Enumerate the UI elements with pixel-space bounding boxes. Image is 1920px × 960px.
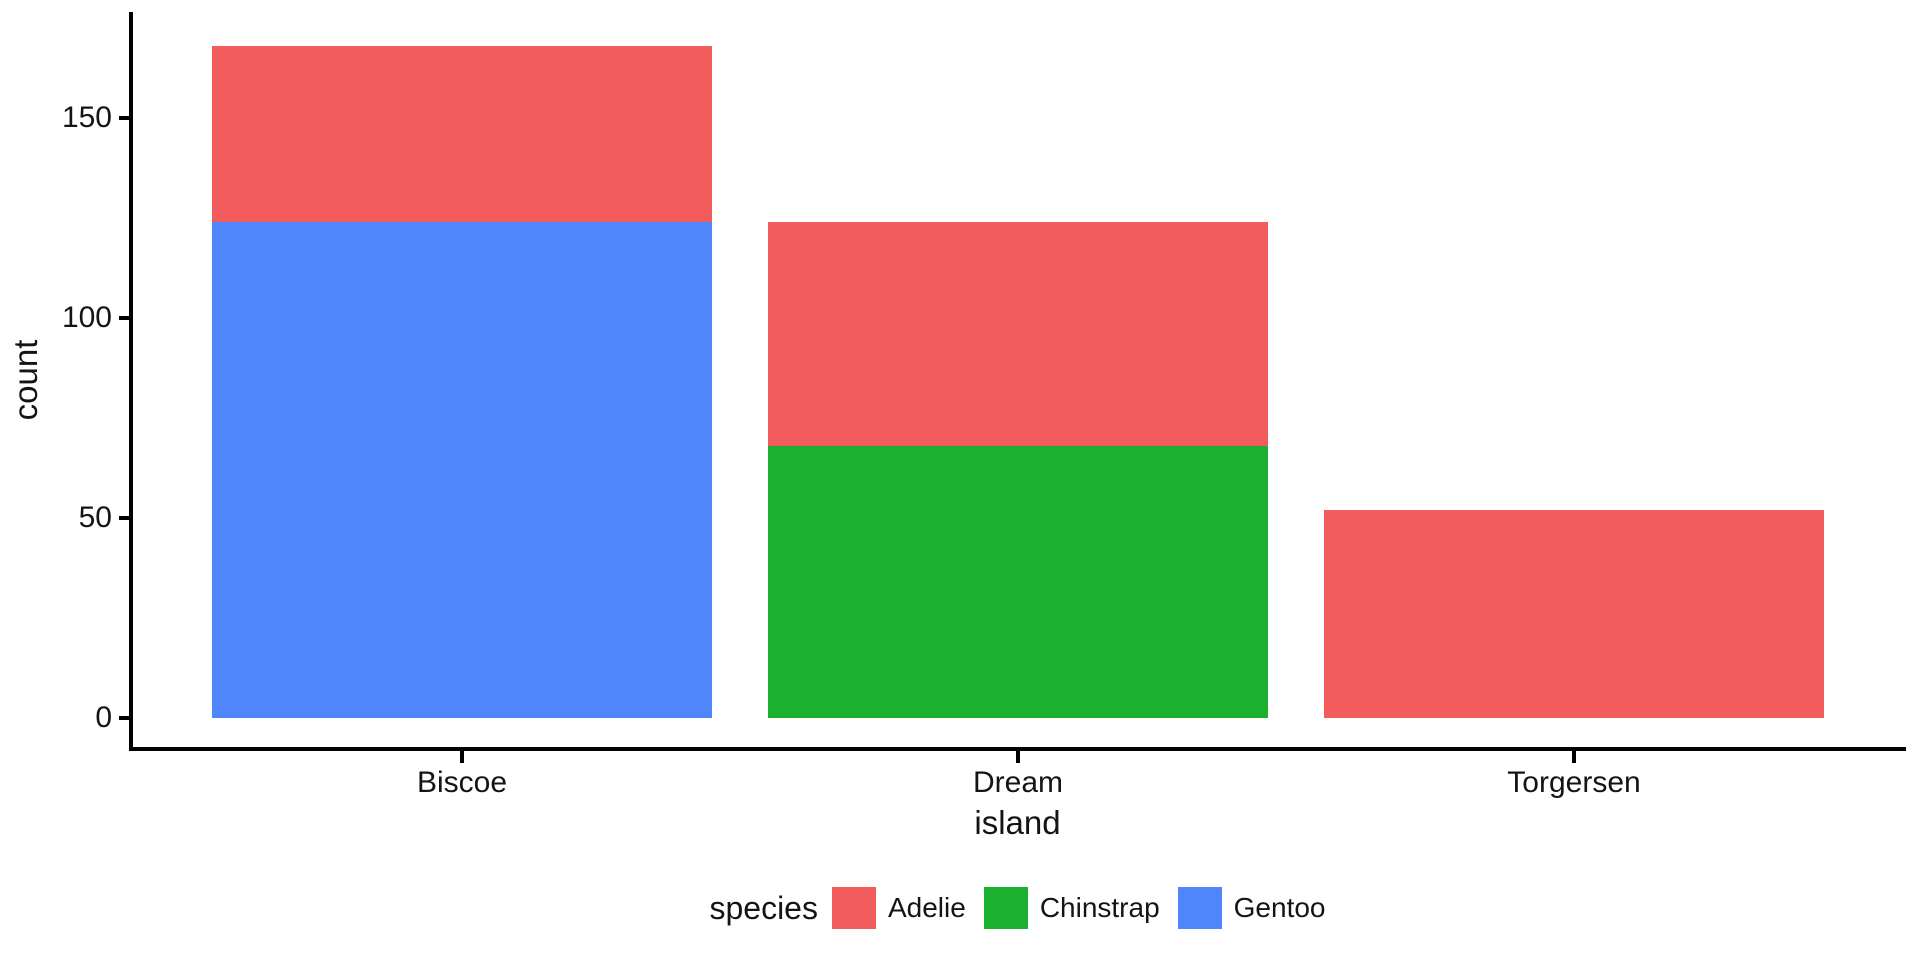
- bar-segment-adelie-torgersen: [1324, 510, 1824, 718]
- y-tick-100: [119, 316, 129, 320]
- bar-segment-adelie-dream: [768, 222, 1268, 446]
- legend-item-adelie: Adelie: [831, 887, 966, 929]
- legend-key-adelie: [831, 887, 876, 929]
- x-tick-biscoe: [460, 751, 464, 763]
- legend-label-chinstrap: Chinstrap: [1039, 892, 1160, 923]
- legend-item-gentoo: Gentoo: [1177, 887, 1326, 929]
- bar-segment-gentoo-biscoe: [212, 222, 712, 718]
- legend-key-gentoo: [1177, 887, 1222, 929]
- bar-segment-chinstrap-dream: [768, 446, 1268, 718]
- y-axis-line: [129, 12, 133, 751]
- legend-title: species: [709, 889, 818, 926]
- x-axis-line: [129, 747, 1906, 751]
- y-tick-label-0: 0: [95, 701, 112, 734]
- x-tick-label-biscoe: Biscoe: [416, 766, 508, 799]
- y-tick-label-150: 150: [61, 101, 112, 134]
- x-tick-dream: [1016, 751, 1020, 763]
- y-tick-0: [119, 716, 129, 720]
- x-tick-label-dream: Dream: [972, 766, 1063, 799]
- y-tick-label-100: 100: [61, 301, 112, 334]
- legend: species Adelie Chinstrap Gentoo: [129, 886, 1906, 930]
- y-tick-label-50: 50: [78, 501, 112, 534]
- x-tick-torgersen: [1572, 751, 1576, 763]
- y-tick-50: [119, 516, 129, 520]
- x-axis-title: island: [974, 804, 1061, 841]
- legend-label-adelie: Adelie: [887, 892, 966, 923]
- legend-item-chinstrap: Chinstrap: [983, 887, 1160, 929]
- legend-key-chinstrap: [983, 887, 1028, 929]
- legend-items: Adelie Chinstrap Gentoo: [831, 887, 1326, 929]
- x-tick-label-torgersen: Torgersen: [1507, 766, 1641, 799]
- bar-segment-adelie-biscoe: [212, 46, 712, 222]
- y-tick-150: [119, 116, 129, 120]
- legend-label-gentoo: Gentoo: [1233, 892, 1326, 923]
- y-axis-title: count: [7, 339, 44, 421]
